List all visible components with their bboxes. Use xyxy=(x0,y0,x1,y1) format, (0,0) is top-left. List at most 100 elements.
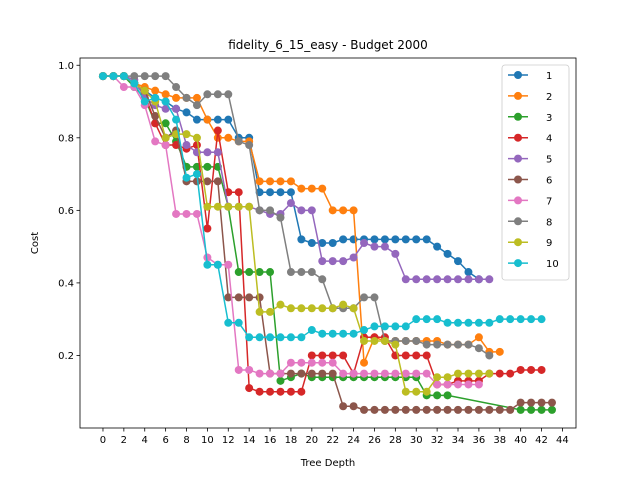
data-point xyxy=(360,336,369,345)
data-point xyxy=(433,275,442,284)
data-point xyxy=(380,235,389,244)
data-point xyxy=(412,405,421,414)
data-point xyxy=(401,275,410,284)
data-point xyxy=(297,304,306,313)
x-tick-label: 44 xyxy=(556,435,569,446)
data-point xyxy=(318,369,327,378)
data-point xyxy=(328,257,337,266)
data-point xyxy=(255,387,264,396)
x-axis: 0 2 4 6 8 10 12 14 16 18 20 22 24 26 28 30 32 34 36 38 40 42 4… xyxy=(100,428,569,446)
x-tick-label: 4 xyxy=(142,435,148,446)
data-point xyxy=(401,351,410,360)
legend-marker xyxy=(514,196,522,205)
data-point xyxy=(245,365,254,374)
data-point xyxy=(412,275,421,284)
data-point xyxy=(286,188,295,197)
data-point xyxy=(412,387,421,396)
data-point xyxy=(182,93,191,102)
data-point xyxy=(433,315,442,324)
data-point xyxy=(318,275,327,284)
data-point xyxy=(234,137,243,146)
data-point xyxy=(401,336,410,345)
data-point xyxy=(454,405,462,414)
data-point xyxy=(485,405,494,414)
data-point xyxy=(161,133,170,142)
data-point xyxy=(391,249,400,258)
data-point xyxy=(391,369,400,378)
data-point xyxy=(318,304,327,313)
data-point xyxy=(370,336,379,345)
data-point xyxy=(213,202,222,211)
x-tick-label: 8 xyxy=(183,435,189,446)
data-point xyxy=(161,72,170,81)
data-point xyxy=(349,402,358,411)
data-point xyxy=(474,318,483,327)
legend-item-6: 6 xyxy=(508,175,552,187)
data-point xyxy=(276,188,285,197)
data-point xyxy=(203,260,212,269)
x-tick-label: 22 xyxy=(326,435,339,446)
data-point xyxy=(318,358,327,367)
data-point xyxy=(349,206,358,215)
data-point xyxy=(433,242,442,251)
data-point xyxy=(443,405,452,414)
data-point xyxy=(339,206,348,215)
data-point xyxy=(380,369,389,378)
legend-box xyxy=(501,64,570,281)
data-point xyxy=(391,235,400,244)
legend-item-9: 9 xyxy=(508,238,552,249)
series-7 xyxy=(98,72,483,389)
data-point xyxy=(328,369,337,378)
data-point xyxy=(349,369,358,378)
data-point xyxy=(433,391,442,400)
data-point xyxy=(506,405,515,414)
x-tick-label: 36 xyxy=(473,435,486,446)
data-point xyxy=(443,373,452,382)
data-point xyxy=(161,119,170,128)
data-point xyxy=(286,369,295,378)
data-point xyxy=(234,202,243,211)
data-point xyxy=(318,329,327,338)
data-point xyxy=(349,253,358,262)
data-point xyxy=(380,322,389,331)
data-point xyxy=(307,369,316,378)
x-tick-label: 18 xyxy=(285,435,298,446)
plot-area: 0 2 4 6 8 10 12 14 16 18 20 22 24 26 28 30 32 34 36 38 40 42 4… xyxy=(58,57,577,446)
legend-label: 6 xyxy=(546,176,552,187)
legend-marker xyxy=(514,133,522,142)
data-point xyxy=(339,329,348,338)
data-point xyxy=(245,384,254,393)
data-point xyxy=(328,351,337,360)
data-point xyxy=(224,133,233,142)
data-point xyxy=(286,199,295,208)
data-point xyxy=(537,398,546,407)
data-point xyxy=(443,391,452,400)
series-2 xyxy=(98,72,504,367)
data-point xyxy=(328,206,337,215)
data-point xyxy=(370,293,379,302)
data-point xyxy=(454,318,462,327)
data-point xyxy=(360,358,369,367)
legend-item-5: 5 xyxy=(508,154,552,166)
data-point xyxy=(161,141,170,150)
y-tick-label: 0.8 xyxy=(58,133,74,144)
data-point xyxy=(213,90,222,99)
x-tick-label: 10 xyxy=(201,435,214,446)
data-point xyxy=(485,351,494,360)
data-point xyxy=(203,148,212,157)
data-point xyxy=(286,387,295,396)
legend-item-4: 4 xyxy=(508,133,552,145)
data-point xyxy=(391,340,400,349)
data-point xyxy=(130,72,139,81)
data-point xyxy=(527,315,536,324)
data-point xyxy=(328,239,337,247)
x-axis-label: Tree Depth xyxy=(300,458,355,469)
data-point xyxy=(474,405,483,414)
plot-frame xyxy=(79,57,577,429)
data-point xyxy=(516,315,525,324)
data-point xyxy=(464,268,473,277)
data-point xyxy=(485,318,494,327)
data-point xyxy=(443,275,452,284)
data-point xyxy=(286,177,295,186)
data-point xyxy=(474,380,483,389)
